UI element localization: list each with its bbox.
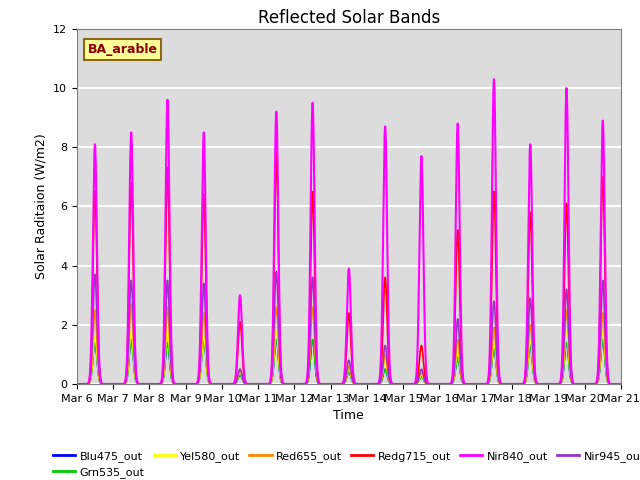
Nir840_out xyxy=(73,381,81,387)
Yel580_out xyxy=(617,381,625,387)
Y-axis label: Solar Raditaion (W/m2): Solar Raditaion (W/m2) xyxy=(35,133,47,279)
Nir945_out xyxy=(218,381,226,387)
Legend: Blu475_out, Grn535_out, Yel580_out, Red655_out, Redg715_out, Nir840_out, Nir945_: Blu475_out, Grn535_out, Yel580_out, Red6… xyxy=(49,446,640,480)
Nir840_out xyxy=(171,381,179,386)
Nir840_out xyxy=(616,381,624,387)
Yel580_out xyxy=(502,381,509,387)
Redg715_out xyxy=(471,381,479,387)
Line: Redg715_out: Redg715_out xyxy=(77,153,621,384)
Nir945_out xyxy=(441,381,449,387)
Grn535_out xyxy=(329,381,337,387)
Redg715_out xyxy=(441,381,449,387)
Line: Yel580_out: Yel580_out xyxy=(77,307,621,384)
Redg715_out xyxy=(616,381,624,387)
Nir945_out xyxy=(471,381,479,387)
Blu475_out xyxy=(471,381,479,387)
Blu475_out xyxy=(502,381,509,387)
Blu475_out xyxy=(73,381,81,387)
Redg715_out xyxy=(399,381,407,387)
Grn535_out xyxy=(502,381,509,387)
Red655_out xyxy=(399,381,407,387)
Red655_out xyxy=(617,381,625,387)
Nir840_out xyxy=(218,381,226,387)
Red655_out xyxy=(441,381,449,387)
Yel580_out xyxy=(471,381,479,387)
Red655_out xyxy=(471,381,479,387)
Nir945_out xyxy=(273,269,280,275)
Yel580_out xyxy=(171,381,179,387)
Line: Nir840_out: Nir840_out xyxy=(77,79,621,384)
Nir840_out xyxy=(471,381,479,387)
Blu475_out xyxy=(399,381,407,387)
Nir840_out xyxy=(617,381,625,387)
Nir840_out xyxy=(329,381,337,387)
Blu475_out xyxy=(616,381,624,387)
Yel580_out xyxy=(441,381,449,387)
Grn535_out xyxy=(73,381,81,387)
Nir945_out xyxy=(171,381,179,387)
Nir840_out xyxy=(490,76,498,82)
Blu475_out xyxy=(441,381,449,387)
Redg715_out xyxy=(617,381,625,387)
Redg715_out xyxy=(502,381,509,387)
Grn535_out xyxy=(441,381,449,387)
Redg715_out xyxy=(73,381,81,387)
Nir840_out xyxy=(441,381,449,387)
Red655_out xyxy=(502,381,509,387)
Text: BA_arable: BA_arable xyxy=(88,43,157,56)
Line: Blu475_out: Blu475_out xyxy=(77,340,621,384)
Grn535_out xyxy=(471,381,479,387)
Grn535_out xyxy=(617,381,625,387)
Red655_out xyxy=(616,381,624,387)
Nir945_out xyxy=(502,381,509,387)
Nir945_out xyxy=(616,381,624,387)
Yel580_out xyxy=(308,304,316,310)
Blu475_out xyxy=(329,381,337,387)
Redg715_out xyxy=(273,150,280,156)
Line: Red655_out: Red655_out xyxy=(77,304,621,384)
Red655_out xyxy=(127,301,135,307)
Nir945_out xyxy=(617,381,625,387)
Red655_out xyxy=(73,381,81,387)
Blu475_out xyxy=(171,381,179,387)
Grn535_out xyxy=(127,337,135,343)
Nir945_out xyxy=(73,381,81,387)
Yel580_out xyxy=(329,381,337,387)
Red655_out xyxy=(329,381,337,387)
Title: Reflected Solar Bands: Reflected Solar Bands xyxy=(258,9,440,27)
Yel580_out xyxy=(73,381,81,387)
Grn535_out xyxy=(171,381,179,387)
Line: Nir945_out: Nir945_out xyxy=(77,272,621,384)
Grn535_out xyxy=(399,381,407,387)
Grn535_out xyxy=(616,381,624,387)
Redg715_out xyxy=(171,381,179,386)
Nir840_out xyxy=(502,381,509,387)
Line: Grn535_out: Grn535_out xyxy=(77,340,621,384)
Blu475_out xyxy=(127,337,135,343)
Blu475_out xyxy=(617,381,625,387)
Redg715_out xyxy=(329,381,337,387)
Red655_out xyxy=(171,381,179,387)
Yel580_out xyxy=(399,381,407,387)
Nir945_out xyxy=(329,381,337,387)
Yel580_out xyxy=(616,381,624,387)
X-axis label: Time: Time xyxy=(333,409,364,422)
